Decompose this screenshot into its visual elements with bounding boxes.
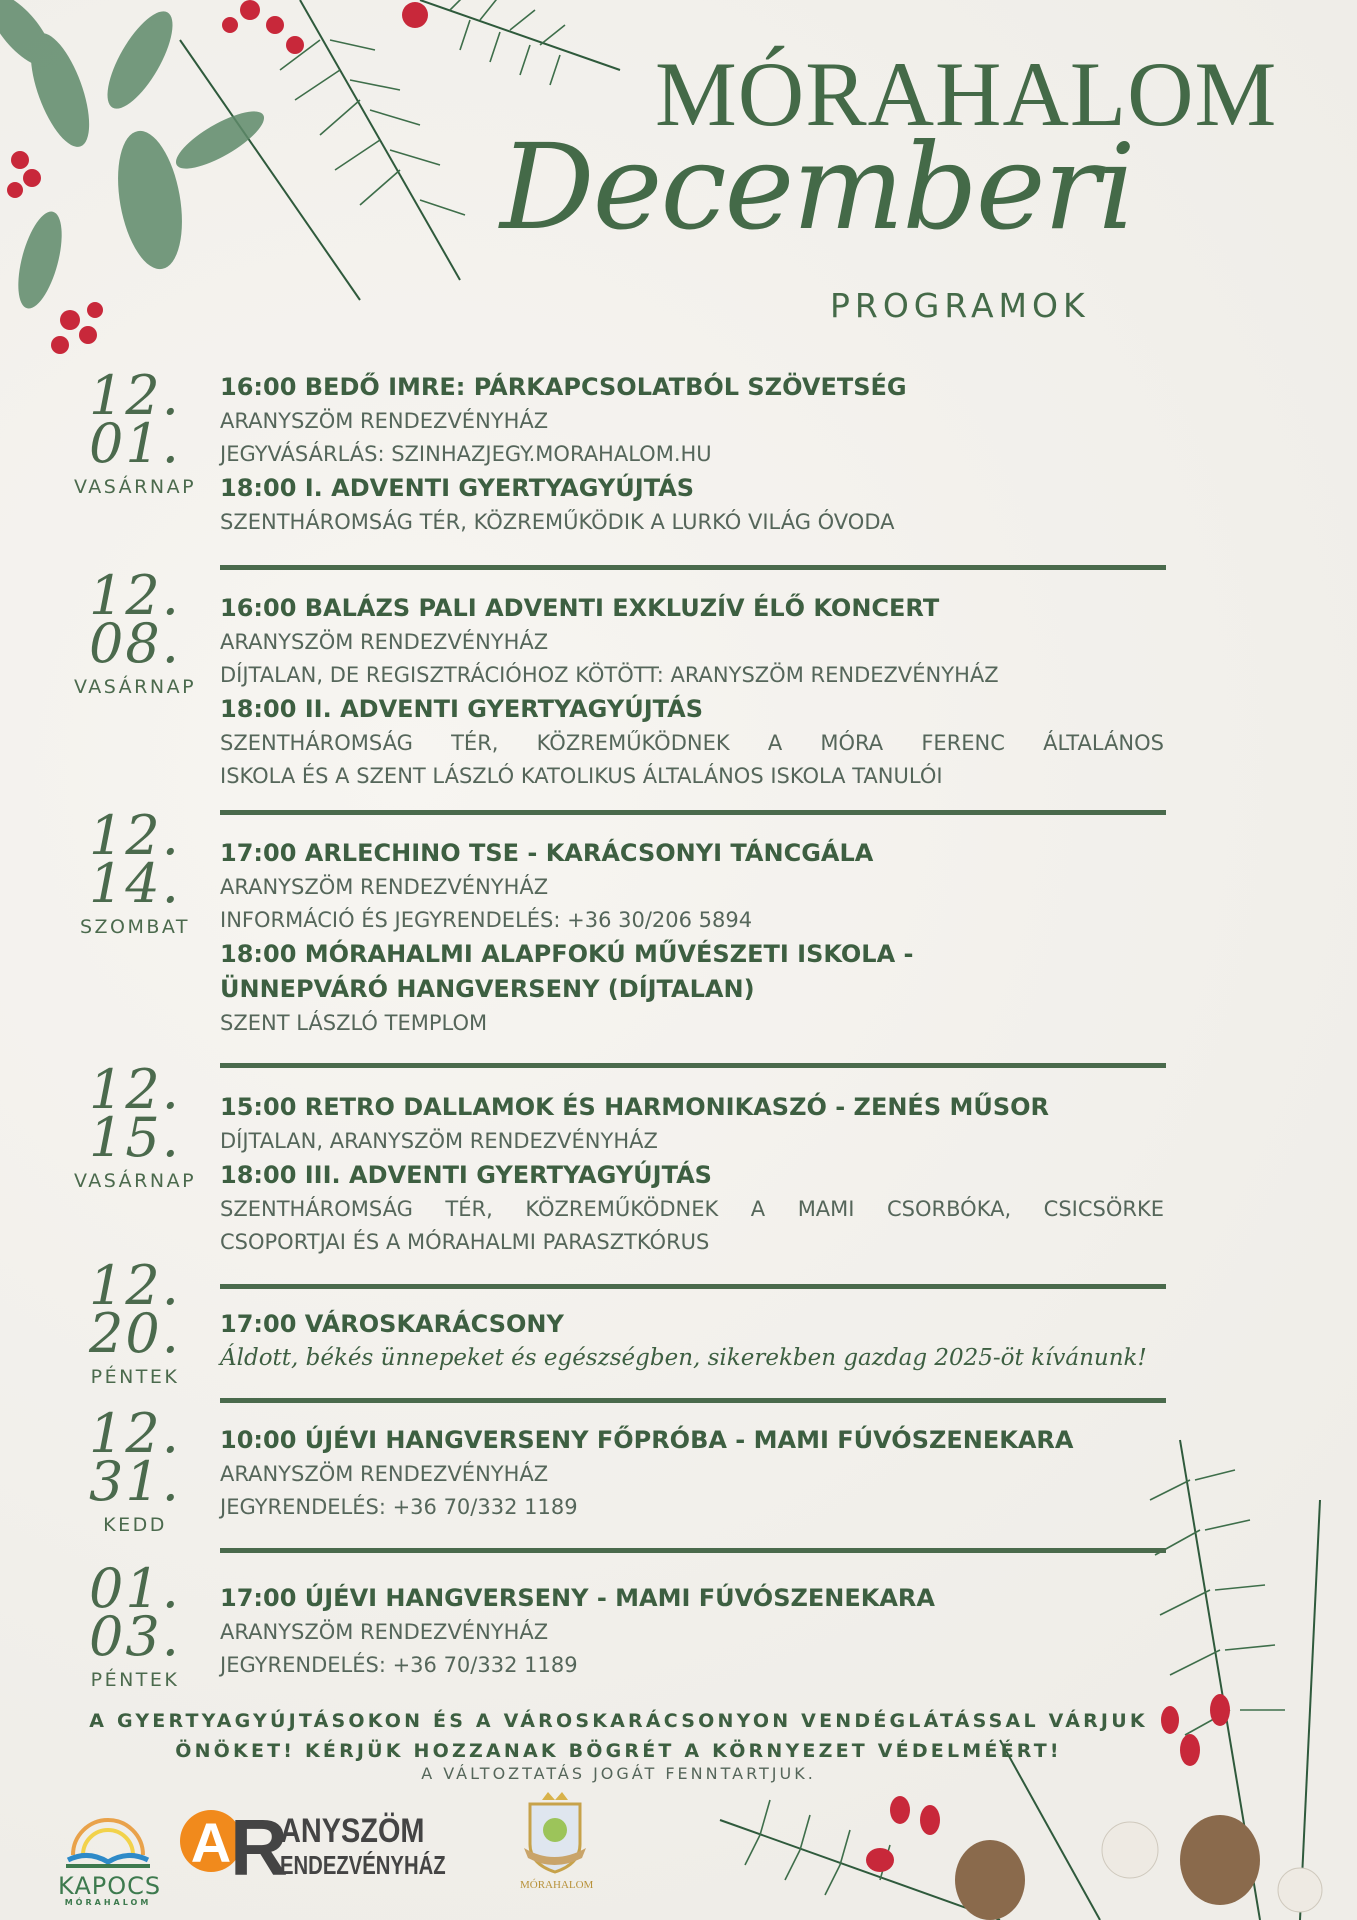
date-day-number: 20. [89, 1302, 181, 1365]
date-month: 12. [89, 1402, 181, 1465]
crest-icon [524, 1792, 586, 1874]
event-date: 12. 08. VASÁRNAP [60, 564, 210, 699]
event-details: 17:00 ÚJÉVI HANGVERSENY - MAMI FÚVÓSZENE… [220, 1581, 1164, 1682]
event-info: SZENTHÁROMSÁG TÉR, KÖZREMŰKÖDNEK A MÓRA … [220, 731, 1164, 755]
event-details: 17:00 VÁROSKARÁCSONY Áldott, békés ünnepe… [220, 1307, 1164, 1375]
event-title: 16:00 BEDŐ IMRE: PÁRKAPCSOLATBÓL SZÖVETS… [220, 373, 907, 401]
aranyszom-logo-bottom: ENDEZVÉNYHÁZ [280, 1850, 446, 1880]
section-divider [220, 810, 1166, 815]
event-info: ARANYSZÖM RENDEZVÉNYHÁZ [220, 630, 549, 654]
section-divider [220, 1284, 1166, 1289]
kapocs-logo: KAPOCS MÓRAHALOM [58, 1800, 162, 1910]
event-info: ARANYSZÖM RENDEZVÉNYHÁZ [220, 1462, 549, 1486]
date-weekday: KEDD [103, 1514, 167, 1536]
date-day-number: 08. [89, 612, 181, 675]
event-info: SZENT LÁSZLÓ TEMPLOM [220, 1011, 488, 1035]
event-info: DÍJTALAN, ARANYSZÖM RENDEZVÉNYHÁZ [220, 1129, 658, 1153]
date-day-number: 14. [89, 852, 181, 915]
aranyszom-logo-r: R [230, 1803, 288, 1892]
date-day-number: 31. [89, 1450, 181, 1513]
event-date: 12. 20. PÉNTEK [60, 1254, 210, 1389]
date-weekday: VASÁRNAP [73, 476, 197, 498]
date-month: 12. [89, 1254, 181, 1317]
footer-disclaimer: A VÁLTOZTATÁS JOGÁT FENNTARTJUK. [421, 1764, 816, 1783]
event-title: 15:00 RETRO DALLAMOK ÉS HARMONIKASZÓ - Z… [220, 1093, 1049, 1121]
event-details: 16:00 BEDŐ IMRE: PÁRKAPCSOLATBÓL SZÖVETS… [220, 370, 1164, 539]
date-weekday: PÉNTEK [90, 1366, 180, 1388]
event-info: JEGYVÁSÁRLÁS: SZINHAZJEGY.MORAHALOM.HU [220, 442, 712, 466]
event-title: 18:00 MÓRAHALMI ALAPFOKÚ MŰVÉSZETI ISKOL… [220, 940, 914, 968]
event-title: ÜNNEPVÁRÓ HANGVERSENY (DÍJTALAN) [220, 975, 755, 1003]
event-details: 10:00 ÚJÉVI HANGVERSENY FŐPRÓBA - MAMI F… [220, 1423, 1164, 1524]
pine-berry-decoration-bottom-right [719, 1439, 1323, 1920]
kapocs-logo-town: MÓRAHALOM [64, 1898, 152, 1907]
aranyszom-logo-top: ANYSZÖM [280, 1812, 425, 1850]
event-info: JEGYRENDELÉS: +36 70/332 1189 [220, 1495, 578, 1519]
date-day-number: 01. [89, 412, 181, 475]
event-date: 12. 31. KEDD [60, 1402, 210, 1537]
event-title: 17:00 ARLECHINO TSE - KARÁCSONYI TÁNCGÁL… [220, 839, 874, 867]
pine-berry-decoration-top-left [0, 0, 621, 354]
date-day-number: 03. [89, 1605, 181, 1668]
event-title: 18:00 II. ADVENTI GYERTYAGYÚJTÁS [220, 695, 703, 723]
event-title: 18:00 I. ADVENTI GYERTYAGYÚJTÁS [220, 474, 695, 502]
footer-notice-line-2: ÖNÖKET! KÉRJÜK HOZZANAK BÖGRÉT A KÖRNYEZ… [175, 1740, 1062, 1762]
event-info: SZENTHÁROMSÁG TÉR, KÖZREMŰKÖDIK A LURKÓ … [220, 510, 895, 534]
event-title: 18:00 III. ADVENTI GYERTYAGYÚJTÁS [220, 1161, 712, 1189]
section-divider [220, 1548, 1166, 1553]
event-info: INFORMÁCIÓ ÉS JEGYRENDELÉS: +36 30/206 5… [220, 908, 753, 932]
event-info: JEGYRENDELÉS: +36 70/332 1189 [220, 1653, 578, 1677]
footer-notice-line-1: A GYERTYAGYÚJTÁSOKON ÉS A VÁROSKARÁCSONY… [89, 1710, 1148, 1732]
date-month: 12. [89, 1058, 181, 1121]
date-weekday: VASÁRNAP [73, 1170, 197, 1192]
event-info: ARANYSZÖM RENDEZVÉNYHÁZ [220, 409, 549, 433]
event-title: 17:00 ÚJÉVI HANGVERSENY - MAMI FÚVÓSZENE… [220, 1584, 935, 1612]
date-weekday: VASÁRNAP [73, 676, 197, 698]
event-details: 17:00 ARLECHINO TSE - KARÁCSONYI TÁNCGÁL… [220, 836, 1164, 1040]
date-month: 12. [89, 804, 181, 867]
event-title: 17:00 VÁROSKARÁCSONY [220, 1310, 564, 1338]
title-script: Decemberi [500, 118, 1136, 256]
event-info: SZENTHÁROMSÁG TÉR, KÖZREMŰKÖDNEK A MAMI … [220, 1197, 1164, 1221]
event-title: 16:00 BALÁZS PALI ADVENTI EXKLUZÍV ÉLŐ K… [220, 594, 940, 622]
event-date: 01. 03. PÉNTEK [60, 1557, 210, 1692]
event-date: 12. 01. VASÁRNAP [60, 364, 210, 499]
date-month: 12. [89, 364, 181, 427]
greeting-text: Áldott, békés ünnepeket és egészségben, … [220, 1345, 1147, 1371]
event-info: CSOPORTJAI ÉS A MÓRAHALMI PARASZTKÓRUS [220, 1230, 710, 1254]
date-weekday: PÉNTEK [90, 1669, 180, 1691]
event-info: ARANYSZÖM RENDEZVÉNYHÁZ [220, 1620, 549, 1644]
aranyszom-logo: A R ANYSZÖM ENDEZVÉNYHÁZ [180, 1803, 500, 1892]
crest-town: MÓRAHALOM [520, 1879, 594, 1891]
section-divider [220, 565, 1166, 570]
event-details: 16:00 BALÁZS PALI ADVENTI EXKLUZÍV ÉLŐ K… [220, 591, 1164, 793]
event-info: DÍJTALAN, DE REGISZTRÁCIÓHOZ KÖTÖTT: ARA… [220, 663, 999, 687]
date-weekday: SZOMBAT [79, 916, 191, 938]
section-divider [220, 1063, 1166, 1068]
morahalom-crest-logo: MÓRAHALOM [520, 1790, 594, 1900]
aranyszom-logo-a: A [180, 1810, 242, 1874]
kapocs-rainbow-icon [66, 1818, 150, 1868]
footer-notice: A GYERTYAGYÚJTÁSOKON ÉS A VÁROSKARÁCSONY… [0, 1706, 1297, 1766]
event-details: 15:00 RETRO DALLAMOK ÉS HARMONIKASZÓ - Z… [220, 1090, 1164, 1259]
event-info: ARANYSZÖM RENDEZVÉNYHÁZ [220, 875, 549, 899]
event-info: ISKOLA ÉS A SZENT LÁSZLÓ KATOLIKUS ÁLTAL… [220, 764, 943, 788]
section-divider [220, 1398, 1166, 1403]
event-date: 12. 15. VASÁRNAP [60, 1058, 210, 1193]
date-day-number: 15. [89, 1106, 181, 1169]
event-title: 10:00 ÚJÉVI HANGVERSENY FŐPRÓBA - MAMI F… [220, 1426, 1074, 1454]
title-town: MÓRAHALOM [655, 43, 1278, 145]
event-date: 12. 14. SZOMBAT [60, 804, 210, 939]
kapocs-logo-name: KAPOCS [58, 1872, 162, 1900]
date-month: 12. [89, 564, 181, 627]
title-subtitle: PROGRAMOK [830, 286, 1090, 325]
date-month: 01. [89, 1557, 181, 1620]
